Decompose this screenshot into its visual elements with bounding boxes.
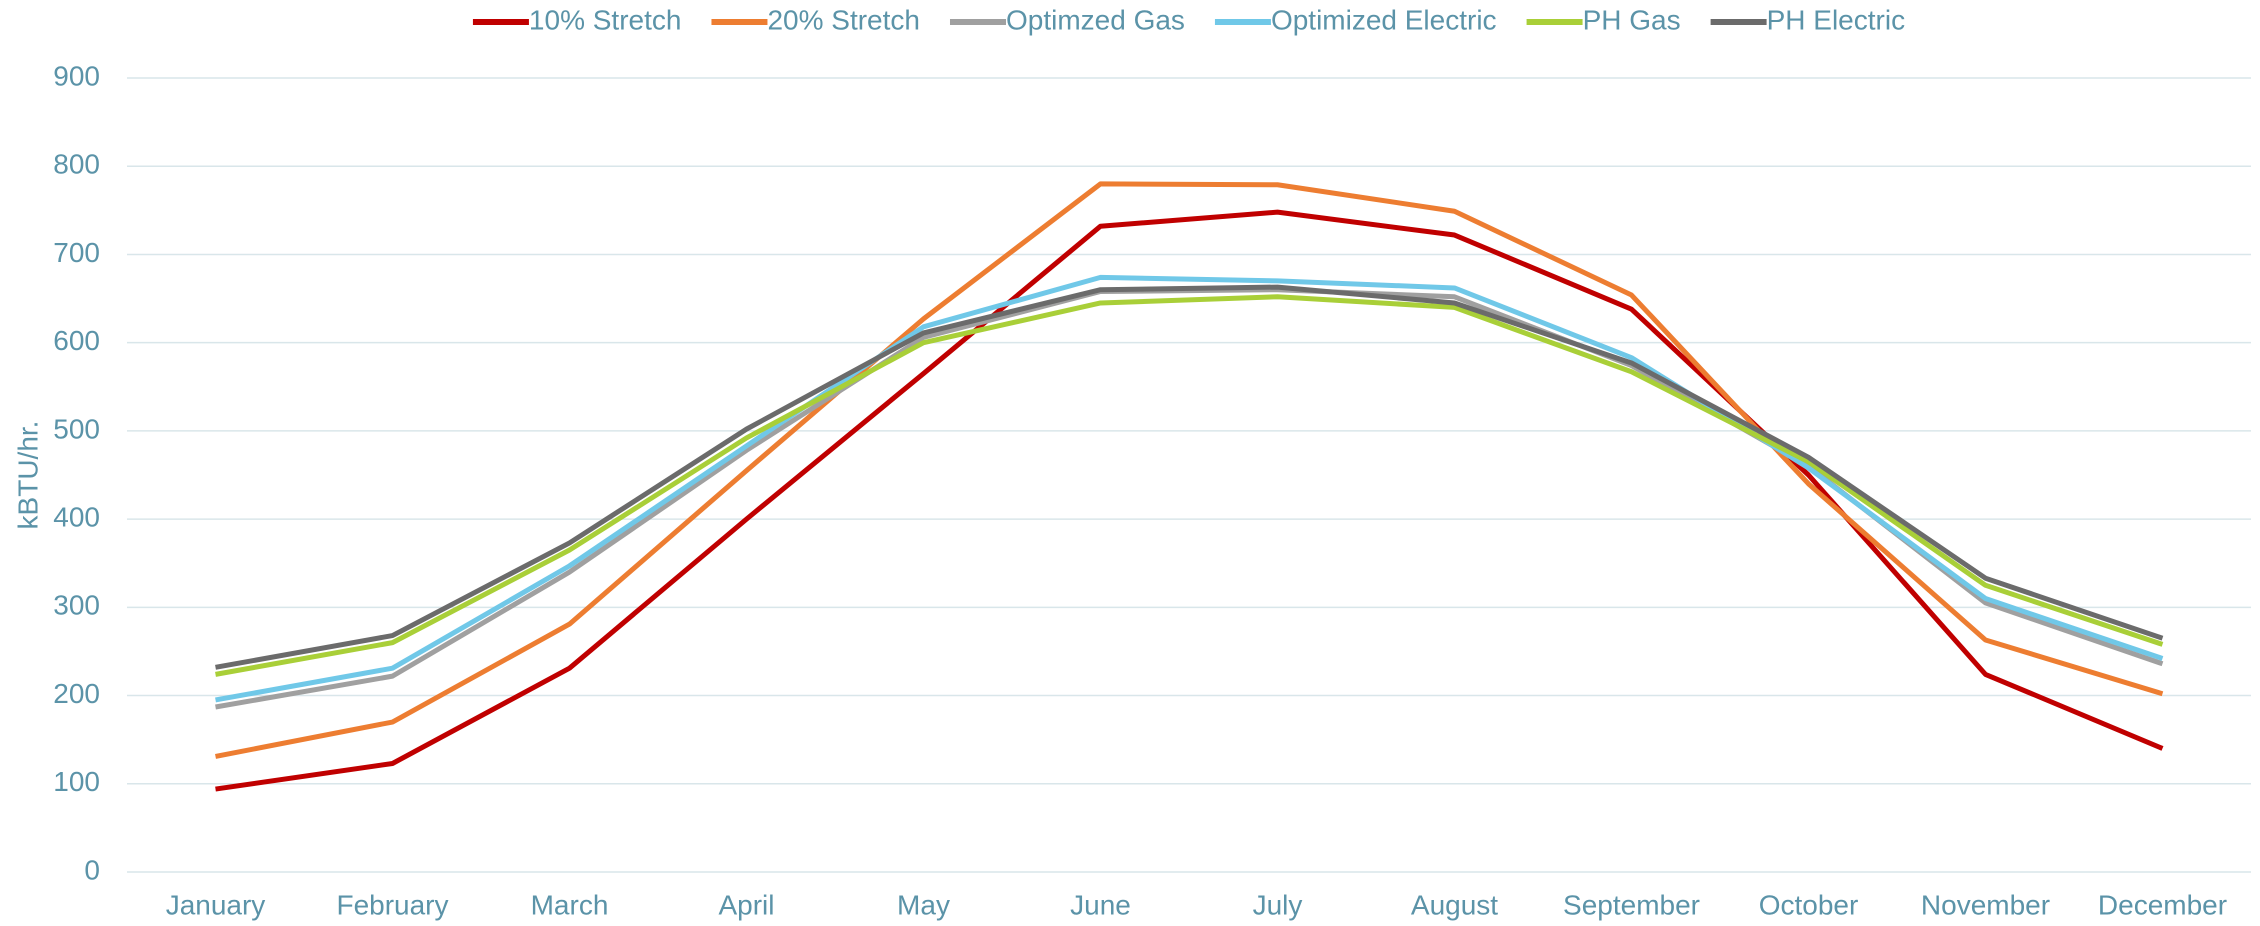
x-tick-label: September [1563, 889, 1700, 920]
y-tick-label: 800 [53, 149, 100, 180]
x-tick-label: October [1759, 889, 1859, 920]
series-line [215, 294, 2164, 677]
x-tick-label: January [166, 889, 266, 920]
x-tick-label: May [897, 889, 950, 920]
y-tick-label: 0 [84, 854, 100, 885]
x-tick-label: July [1253, 889, 1303, 920]
x-tick-label: December [2098, 889, 2227, 920]
legend-label: 20% Stretch [767, 4, 920, 35]
y-tick-label: 900 [53, 60, 100, 91]
legend-label: Optimized Electric [1271, 4, 1497, 35]
legend-label: PH Gas [1583, 4, 1681, 35]
y-axis-label: kBTU/hr. [12, 421, 43, 530]
x-tick-label: April [718, 889, 774, 920]
y-tick-label: 300 [53, 590, 100, 621]
y-tick-label: 100 [53, 766, 100, 797]
x-tick-label: August [1411, 889, 1498, 920]
series-line [215, 274, 2164, 703]
x-tick-label: February [336, 889, 448, 920]
y-tick-label: 400 [53, 502, 100, 533]
series-line [215, 181, 2164, 759]
legend-label: 10% Stretch [529, 4, 682, 35]
y-tick-label: 200 [53, 678, 100, 709]
series-line [215, 284, 2164, 670]
legend-label: Optimzed Gas [1006, 4, 1185, 35]
y-tick-label: 500 [53, 413, 100, 444]
x-tick-label: June [1070, 889, 1131, 920]
y-tick-label: 700 [53, 237, 100, 268]
x-tick-label: March [531, 889, 609, 920]
legend-label: PH Electric [1767, 4, 1905, 35]
x-tick-label: November [1921, 889, 2050, 920]
y-tick-label: 600 [53, 325, 100, 356]
